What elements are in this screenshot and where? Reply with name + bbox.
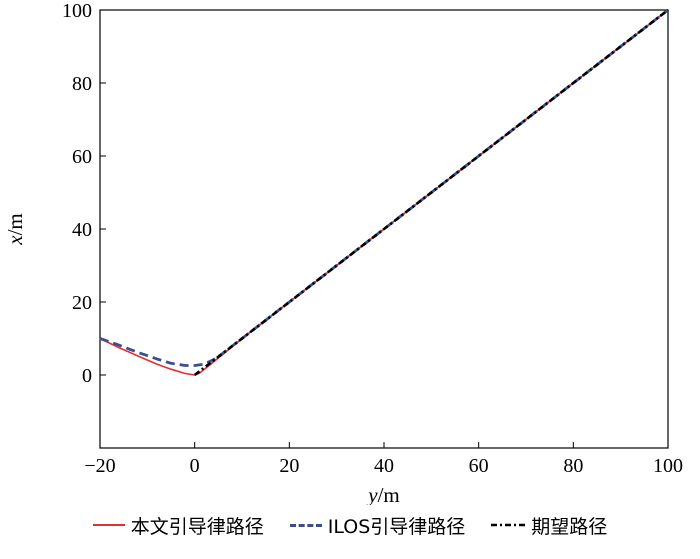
x-tick-label: 60 [469, 455, 489, 477]
chart-svg: −20 0 20 40 60 80 100 0 20 40 60 80 100 y/m x/m [3, 0, 683, 505]
x-tick-label: 100 [653, 455, 683, 477]
legend-item-desired: 期望路径 [491, 512, 607, 539]
x-axis-label-unit: /m [378, 483, 400, 505]
y-tick-label: 20 [72, 292, 92, 314]
y-tick-label: 100 [62, 0, 92, 22]
y-tick-label: 40 [72, 219, 92, 241]
legend-swatch-proposed [92, 524, 125, 526]
legend-swatch-ilos [289, 523, 322, 527]
x-tick-label: 40 [374, 455, 394, 477]
legend-label-proposed: 本文引导律路径 [130, 515, 264, 538]
y-tick-label: 60 [72, 146, 92, 168]
legend: 本文引导律路径 ILOS引导律路径 期望路径 [0, 505, 700, 545]
legend-label-ilos: ILOS引导律路径 [327, 515, 466, 538]
series-line-ilos [99, 8, 669, 367]
legend-item-ilos: ILOS引导律路径 [289, 512, 466, 539]
tick-layer: −20 0 20 40 60 80 100 0 20 40 60 80 100 [62, 0, 683, 477]
series-layer [99, 8, 669, 377]
x-axis-label: y/m [366, 483, 400, 505]
legend-label-desired: 期望路径 [531, 515, 608, 538]
series-line-proposed [99, 9, 669, 376]
y-tick-label: 0 [82, 365, 92, 387]
x-axis-label-var: y [366, 483, 378, 505]
x-tick-label: 20 [279, 455, 299, 477]
y-tick-label: 80 [72, 73, 92, 95]
y-axis-label-unit: /m [3, 213, 27, 235]
series-line-desired [193, 8, 669, 377]
legend-item-proposed: 本文引导律路径 [92, 512, 264, 539]
y-axis-label-var: x [3, 235, 27, 246]
x-tick-label: −20 [84, 455, 115, 477]
legend-swatch-desired [491, 523, 526, 527]
x-tick-label: 0 [190, 455, 200, 477]
x-tick-label: 80 [563, 455, 583, 477]
y-axis-label: x/m [3, 213, 27, 246]
